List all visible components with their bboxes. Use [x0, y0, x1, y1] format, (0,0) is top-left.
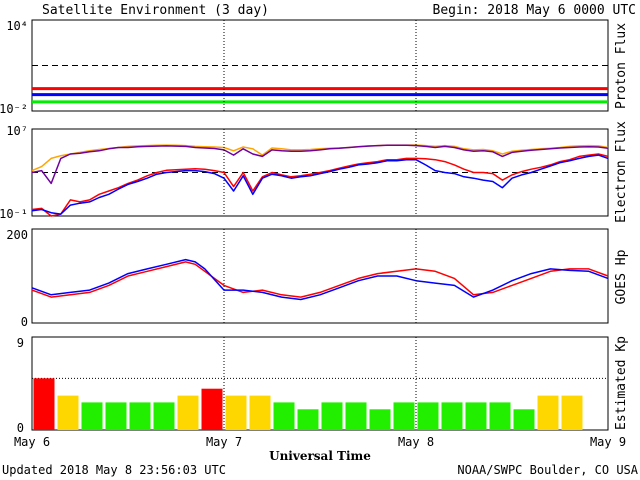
electron-series-orange — [31, 144, 609, 172]
proton-plot-frame — [31, 19, 609, 112]
kp-bar-12 — [321, 402, 343, 430]
kp-bar-21 — [537, 395, 559, 430]
begin-time: Begin: 2018 May 6 0000 UTC — [433, 3, 637, 18]
goes-hp-ytick-bottom: 0 — [21, 315, 28, 329]
xtick-may8: May 8 — [398, 435, 434, 449]
kp-bar-11 — [297, 409, 319, 430]
electron-series — [31, 144, 609, 217]
kp-ytick-top: 9 — [17, 336, 24, 350]
goes-hp-ytick-top: 200 — [6, 228, 28, 242]
x-axis-title: Universal Time — [269, 449, 371, 463]
proton-series — [32, 65, 608, 104]
proton-ylabel: Proton Flux — [614, 23, 629, 109]
goes-hp-ylabel: GOES Hp — [614, 249, 629, 304]
goes_hp-series-blue — [31, 258, 609, 301]
kp-bar-14 — [369, 409, 391, 430]
kp-bar-17 — [441, 402, 463, 430]
goes-hp-plot-frame — [31, 228, 609, 324]
goes-hp-series — [31, 258, 609, 301]
kp-bar-22 — [561, 395, 583, 430]
chart-title: Satellite Environment (3 day) — [42, 3, 269, 18]
electron-ylabel: Electron Flux — [614, 121, 629, 223]
proton-panel: 10⁴ 10⁻² Proton Flux — [0, 19, 629, 116]
kp-bars — [32, 336, 608, 430]
electron-series-red — [31, 153, 609, 217]
proton-ytick-top: 10⁴ — [6, 19, 28, 33]
electron-panel: 10⁷ 10⁻¹ Electron Flux — [0, 121, 629, 223]
kp-bar-7 — [201, 388, 223, 430]
kp-bar-3 — [105, 402, 127, 430]
kp-bar-1 — [57, 395, 79, 430]
kp-ylabel: Estimated Kp — [614, 336, 629, 430]
kp-bar-9 — [249, 395, 271, 430]
day-markers — [223, 20, 417, 430]
kp-bar-10 — [273, 402, 295, 430]
kp-bar-4 — [129, 402, 151, 430]
xtick-may9: May 9 — [590, 435, 626, 449]
kp-bar-13 — [345, 402, 367, 430]
kp-bar-16 — [417, 402, 439, 430]
kp-bar-8 — [225, 395, 247, 430]
kp-bar-2 — [81, 402, 103, 430]
updated-timestamp: Updated 2018 May 8 23:56:03 UTC — [2, 463, 226, 477]
kp-ytick-bottom: 0 — [17, 421, 24, 435]
goes_hp-series-red — [31, 261, 609, 298]
kp-bar-6 — [177, 395, 199, 430]
electron-ytick-top: 10⁷ — [6, 124, 28, 138]
kp-bar-18 — [465, 402, 487, 430]
kp-bar-0 — [33, 378, 55, 430]
kp-bar-19 — [489, 402, 511, 430]
electron-ytick-bottom: 10⁻¹ — [0, 207, 28, 221]
goes-hp-panel: 200 0 GOES Hp — [6, 228, 629, 329]
kp-bar-15 — [393, 402, 415, 430]
proton-ytick-bottom: 10⁻² — [0, 102, 28, 116]
kp-bar-5 — [153, 402, 175, 430]
kp-bar-20 — [513, 409, 535, 430]
electron-series-purple — [31, 144, 609, 185]
kp-panel: 9 0 Estimated Kp — [17, 336, 629, 435]
xtick-may7: May 7 — [206, 435, 242, 449]
credit-text: NOAA/SWPC Boulder, CO USA — [457, 463, 638, 477]
xtick-may6: May 6 — [14, 435, 50, 449]
electron-series-blue — [31, 154, 609, 215]
